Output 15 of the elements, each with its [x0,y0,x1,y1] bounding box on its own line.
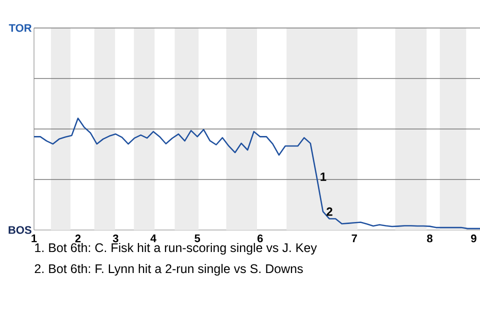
text: 1. Bot 6th: C. Fisk hit a run-scoring single vs J. Key [35,242,317,255]
x-tick-label: 9 [471,234,476,242]
x-tick-label: 7 [352,234,357,242]
x-tick-label: 3 [112,234,118,242]
x-tick-label: 5 [194,234,200,242]
x-tick-label: 1 [32,234,37,242]
x-tick-label: 2 [75,234,81,242]
text: TOR [8,24,32,32]
text: 2. Bot 6th: F. Lynn hit a 2-run single vs S. Downs [34,264,303,276]
x-tick-label: 4 [150,234,156,242]
annotation: 1 [320,172,326,181]
text: BOS [8,226,32,234]
x-tick-label: 8 [427,234,432,242]
annotation: 2 [326,207,332,216]
x-tick-label: 6 [257,234,263,242]
